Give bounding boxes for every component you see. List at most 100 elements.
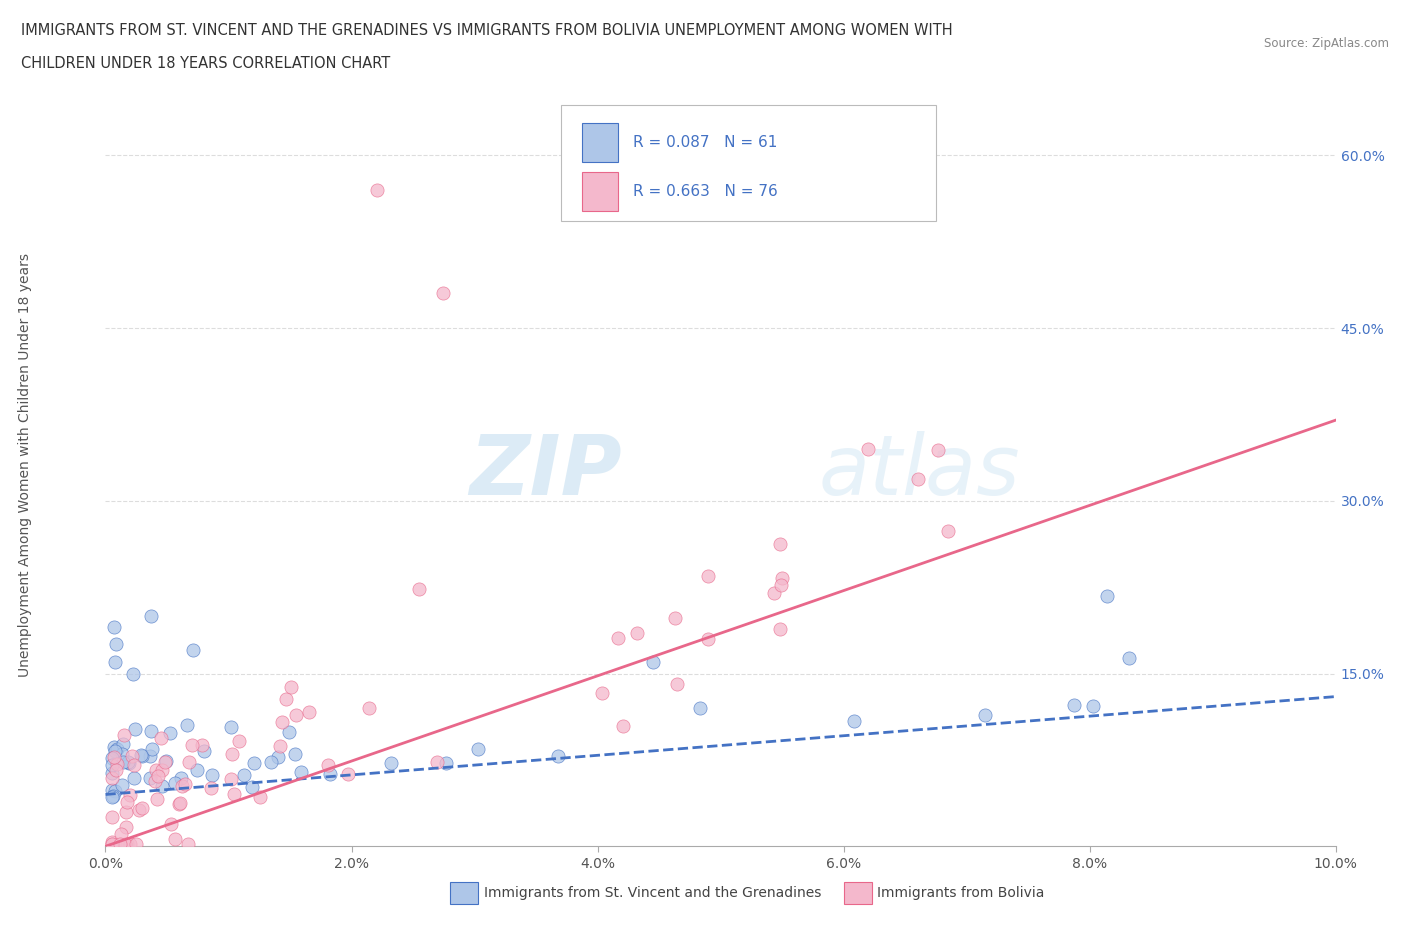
Point — [100, 837, 122, 852]
Point — [138, 771, 160, 786]
Point — [105, 741, 128, 756]
Point — [219, 720, 242, 735]
Point — [176, 717, 198, 732]
Point — [697, 631, 720, 646]
Point — [150, 778, 173, 793]
Point — [856, 442, 879, 457]
Point — [100, 837, 122, 852]
Point — [181, 737, 204, 752]
Point — [844, 713, 866, 728]
Text: R = 0.087   N = 61: R = 0.087 N = 61 — [633, 135, 778, 150]
Point — [186, 763, 208, 777]
Point — [117, 754, 139, 769]
Point — [280, 680, 302, 695]
Point — [769, 537, 792, 551]
Point — [101, 834, 124, 849]
Point — [298, 705, 321, 720]
Point — [169, 796, 191, 811]
Point — [974, 708, 997, 723]
Point — [143, 774, 166, 789]
Point — [284, 747, 307, 762]
Point — [366, 182, 388, 197]
Point — [105, 636, 128, 651]
Point — [103, 740, 125, 755]
Point — [232, 767, 254, 782]
Point — [141, 724, 163, 738]
Point — [105, 756, 128, 771]
Point — [319, 766, 342, 781]
Point — [201, 767, 224, 782]
Text: R = 0.663   N = 76: R = 0.663 N = 76 — [633, 184, 778, 199]
Point — [115, 804, 138, 819]
Point — [100, 783, 122, 798]
Text: CHILDREN UNDER 18 YEARS CORRELATION CHART: CHILDREN UNDER 18 YEARS CORRELATION CHAR… — [21, 56, 391, 71]
Point — [270, 714, 292, 729]
Point — [148, 768, 170, 783]
Point — [155, 753, 177, 768]
Point — [763, 586, 786, 601]
Point — [169, 797, 191, 812]
Point — [165, 776, 187, 790]
Point — [770, 578, 793, 593]
Point — [696, 569, 718, 584]
Point — [155, 755, 177, 770]
Point — [105, 763, 128, 777]
Point — [612, 719, 634, 734]
Point — [150, 730, 173, 745]
Point — [101, 789, 124, 804]
Point — [643, 655, 665, 670]
Point — [121, 749, 143, 764]
Point — [104, 784, 127, 799]
Point — [432, 286, 454, 301]
Point — [267, 750, 290, 764]
Point — [1083, 699, 1105, 714]
Point — [547, 749, 569, 764]
Point — [124, 722, 146, 737]
Point — [100, 809, 122, 824]
Point — [112, 755, 135, 770]
Point — [139, 749, 162, 764]
Point — [160, 817, 183, 831]
Text: ZIP: ZIP — [470, 432, 621, 512]
Point — [100, 765, 122, 780]
Point — [285, 708, 308, 723]
Text: Unemployment Among Women with Children Under 18 years: Unemployment Among Women with Children U… — [18, 253, 32, 677]
Point — [274, 692, 297, 707]
Point — [122, 758, 145, 773]
Point — [380, 755, 402, 770]
Point — [221, 747, 243, 762]
Point — [665, 676, 688, 691]
Point — [290, 765, 312, 780]
Point — [108, 837, 131, 852]
Point — [357, 700, 380, 715]
Point — [260, 754, 283, 769]
Point — [591, 685, 613, 700]
Point — [907, 472, 929, 486]
Point — [125, 837, 148, 852]
Point — [769, 621, 792, 636]
Point — [111, 747, 134, 762]
Point — [100, 770, 122, 785]
Point — [336, 766, 359, 781]
Point — [224, 787, 246, 802]
Point — [118, 837, 141, 852]
Point — [112, 737, 135, 751]
Point — [117, 755, 139, 770]
Point — [770, 571, 793, 586]
Point — [104, 655, 127, 670]
Point — [193, 744, 215, 759]
Point — [122, 666, 145, 681]
Point — [117, 794, 139, 809]
Point — [145, 763, 167, 777]
Point — [219, 771, 242, 786]
Point — [112, 728, 135, 743]
Point — [128, 803, 150, 817]
Point — [146, 791, 169, 806]
Point — [104, 744, 127, 759]
Point — [183, 643, 205, 658]
Point — [936, 524, 959, 538]
Text: atlas: atlas — [818, 432, 1021, 512]
Point — [103, 620, 125, 635]
Point — [177, 837, 200, 852]
FancyBboxPatch shape — [561, 105, 936, 221]
